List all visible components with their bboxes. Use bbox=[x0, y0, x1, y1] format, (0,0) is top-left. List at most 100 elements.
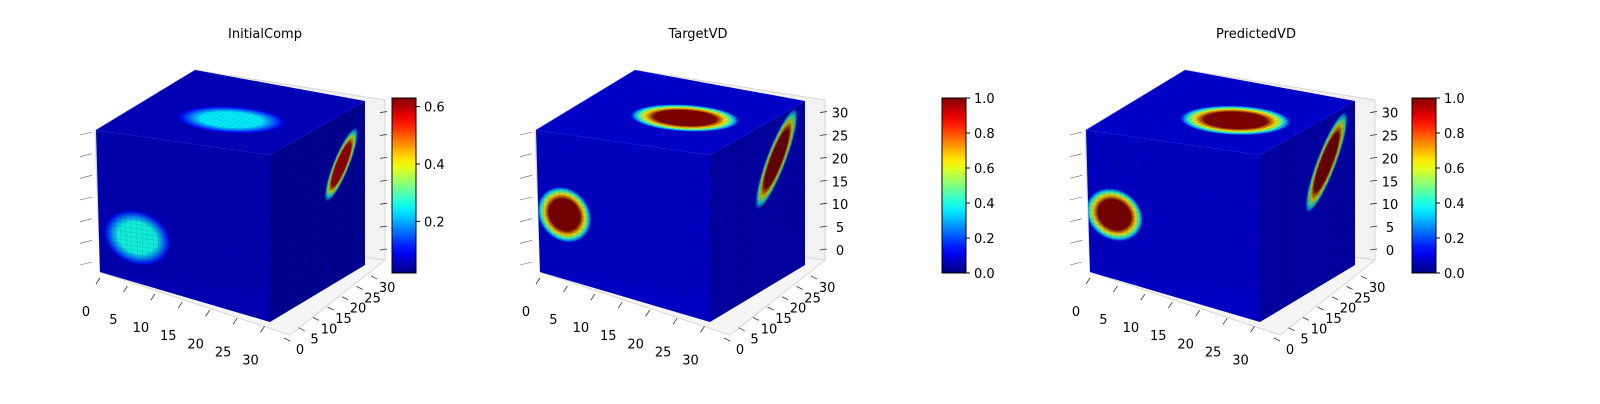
voxel-line bbox=[199, 84, 299, 146]
voxel-line bbox=[1110, 114, 1285, 141]
y-tick-label: 10 bbox=[761, 322, 778, 337]
voxel-line bbox=[579, 75, 679, 137]
colorbar-tick-label: 0.0 bbox=[1444, 267, 1465, 282]
blob-ellipse bbox=[1178, 105, 1293, 136]
voxel-line bbox=[105, 124, 280, 150]
voxel-line bbox=[182, 82, 283, 143]
x-tick-label: 0 bbox=[1072, 305, 1080, 320]
x-tick-label: 20 bbox=[627, 337, 644, 352]
voxel-line bbox=[226, 88, 326, 150]
voxel-line bbox=[710, 137, 805, 192]
voxel-line bbox=[710, 241, 805, 297]
voxel-line bbox=[242, 151, 248, 294]
voxel-line bbox=[536, 147, 710, 174]
blob-ellipse bbox=[754, 107, 799, 211]
voxel-line bbox=[1166, 80, 1341, 107]
voxel-line bbox=[539, 258, 710, 284]
voxel-line bbox=[628, 83, 728, 144]
voxel-line bbox=[166, 140, 171, 283]
y-tick bbox=[283, 337, 291, 342]
voxel-line bbox=[188, 83, 288, 144]
y-tick-label: 20 bbox=[350, 302, 367, 317]
blob bbox=[102, 208, 172, 267]
x-tick-label: 25 bbox=[215, 345, 232, 360]
y-tick-label: 25 bbox=[804, 291, 821, 306]
voxel-line bbox=[1129, 136, 1134, 279]
x-tick bbox=[260, 326, 265, 333]
voxel-line bbox=[242, 90, 342, 152]
voxel-line bbox=[1150, 90, 1326, 116]
voxel-line bbox=[538, 214, 710, 240]
colorbar-tick-label: 1.0 bbox=[1444, 92, 1465, 107]
voxel-line bbox=[650, 86, 750, 147]
voxel-line bbox=[106, 131, 112, 274]
z-tick-label: 15 bbox=[1382, 175, 1399, 190]
voxel-line bbox=[1183, 83, 1284, 145]
y-tick-label: 25 bbox=[364, 291, 381, 306]
face-top-content bbox=[539, 70, 805, 155]
voxel-line bbox=[688, 91, 788, 153]
voxel-line bbox=[1205, 147, 1210, 290]
voxel-line bbox=[97, 182, 270, 209]
voxel-line bbox=[270, 179, 365, 234]
voxel-line bbox=[270, 215, 365, 271]
x-tick-label: 30 bbox=[1232, 353, 1249, 368]
voxel-line bbox=[552, 72, 652, 133]
voxel-line bbox=[1260, 252, 1355, 307]
panel-title: InitialComp bbox=[228, 27, 302, 42]
voxel-line bbox=[253, 92, 353, 153]
voxel-line bbox=[1167, 141, 1172, 284]
voxel-line bbox=[1157, 86, 1332, 113]
voxel-line bbox=[539, 262, 710, 289]
x-tick-label: 5 bbox=[549, 313, 557, 328]
colorbar-tick-label: 0.4 bbox=[974, 197, 995, 212]
voxel-line bbox=[584, 137, 590, 280]
voxel-line bbox=[1260, 246, 1355, 302]
voxel-line bbox=[710, 126, 805, 182]
x-tick bbox=[590, 293, 596, 301]
voxel-line bbox=[710, 246, 805, 302]
voxel-line bbox=[114, 118, 289, 145]
voxel-line bbox=[1178, 83, 1278, 144]
voxel-line bbox=[258, 93, 359, 154]
voxel-line bbox=[639, 84, 739, 146]
voxel-line bbox=[111, 120, 286, 146]
voxel-line bbox=[99, 258, 270, 284]
voxel-line bbox=[209, 146, 215, 289]
voxel-line bbox=[601, 79, 701, 140]
voxel-line bbox=[1092, 125, 1267, 152]
voxel-line bbox=[584, 76, 685, 138]
face-shade bbox=[710, 101, 805, 322]
left-tick bbox=[1069, 131, 1083, 136]
voxel-line bbox=[171, 140, 177, 283]
voxel-line bbox=[710, 147, 805, 203]
voxel-line bbox=[1260, 210, 1355, 265]
voxel-line bbox=[270, 205, 365, 260]
voxel-line bbox=[1135, 99, 1310, 126]
y-tick bbox=[1360, 275, 1368, 280]
voxel-line bbox=[568, 74, 668, 135]
voxel-line bbox=[597, 92, 772, 118]
voxel-line bbox=[1260, 184, 1355, 239]
voxel-line bbox=[579, 136, 584, 279]
voxel-line bbox=[611, 140, 617, 283]
voxel-line bbox=[99, 240, 270, 267]
y-tick bbox=[1302, 316, 1310, 321]
voxel-line bbox=[117, 116, 292, 143]
panel-title: TargetVD bbox=[667, 27, 727, 42]
voxel-line bbox=[177, 141, 182, 284]
voxel-line bbox=[537, 200, 710, 227]
y-tick bbox=[1288, 327, 1295, 332]
face-right-content bbox=[710, 102, 805, 321]
y-tick bbox=[767, 306, 774, 311]
voxel-line bbox=[1119, 109, 1295, 135]
voxel-line bbox=[1260, 147, 1355, 203]
x-tick-label: 10 bbox=[573, 321, 590, 336]
voxel-line bbox=[1248, 93, 1349, 154]
z-tick-label: 30 bbox=[832, 107, 849, 122]
y-tick bbox=[781, 296, 789, 301]
y-tick-label: 10 bbox=[321, 322, 338, 337]
voxel-line bbox=[99, 267, 270, 293]
voxel-line bbox=[552, 132, 557, 275]
